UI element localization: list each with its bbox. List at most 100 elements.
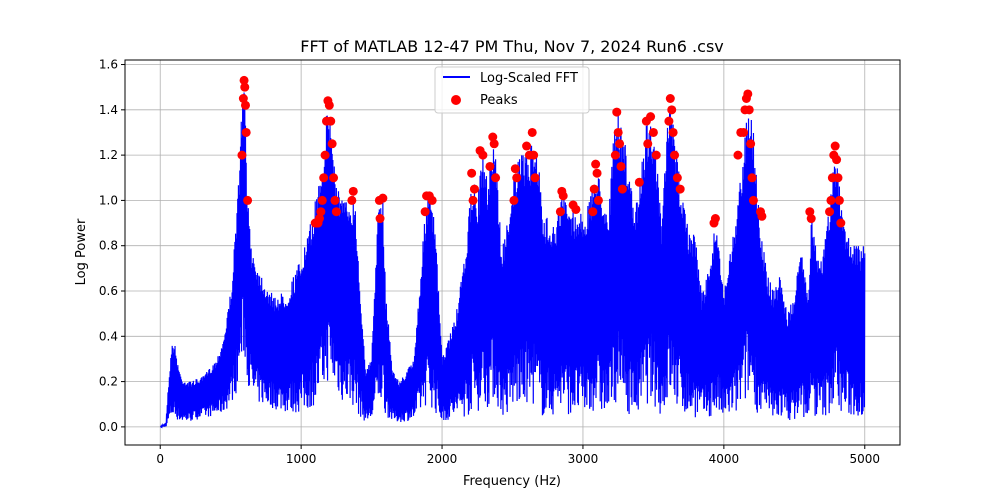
y-tick-label: 0.2 [99, 375, 118, 389]
peak-point [316, 207, 326, 217]
peak-point [617, 184, 627, 194]
peak-point [667, 105, 677, 115]
peak-point [615, 139, 625, 149]
peak-point [237, 150, 247, 160]
peak-point [468, 195, 478, 205]
peak-point [467, 168, 477, 178]
peak-point [664, 116, 674, 126]
legend-box [434, 66, 590, 114]
peak-point [329, 173, 339, 183]
y-tick-label: 1.4 [99, 103, 118, 117]
peak-point [510, 164, 520, 174]
peak-point [588, 207, 598, 217]
legend-peaks-label: Peaks [480, 93, 518, 108]
peak-point [743, 89, 753, 99]
peak-point [746, 139, 756, 149]
peak-point [240, 82, 250, 92]
y-tick-label: 0.8 [99, 239, 118, 253]
peak-point [326, 116, 336, 126]
y-axis-ticks: 0.0 0.2 0.4 0.6 0.8 1.0 1.2 1.4 1.6 [99, 58, 125, 434]
peak-point [375, 214, 385, 224]
peak-point [648, 127, 658, 137]
plot-area-frame [124, 59, 901, 446]
peak-point [320, 150, 330, 160]
peak-point [378, 193, 388, 203]
y-tick-label: 0.4 [99, 329, 118, 343]
peak-point [634, 177, 644, 187]
peak-point [240, 100, 250, 110]
y-tick-label: 1.2 [99, 148, 118, 162]
peak-point [427, 195, 437, 205]
peak-point [317, 195, 327, 205]
peak-point [613, 127, 623, 137]
peak-point [420, 207, 430, 217]
peak-point [589, 184, 599, 194]
legend-peaks-marker [451, 95, 461, 105]
peak-point [347, 195, 357, 205]
y-axis-label: Log Power [74, 218, 89, 285]
peak-point [571, 204, 581, 214]
peak-point [319, 173, 329, 183]
peak-point [239, 75, 249, 85]
peak-point [643, 139, 653, 149]
legend: Log-Scaled FFT Peaks [434, 66, 590, 114]
peak-point [825, 207, 835, 217]
peak-point [243, 195, 253, 205]
legend-fft-label: Log-Scaled FFT [480, 71, 578, 86]
peak-point [832, 155, 842, 165]
peak-point [558, 191, 568, 201]
x-tick-label: 4000 [709, 452, 740, 466]
y-tick-label: 0.0 [99, 420, 118, 434]
peak-point [238, 94, 248, 103]
peak-point [241, 127, 251, 137]
y-tick-label: 0.6 [99, 284, 118, 298]
peak-point [592, 168, 602, 178]
peak-point [529, 150, 539, 160]
y-tick-label: 1.6 [99, 58, 118, 72]
peak-point [834, 195, 844, 205]
peak-point [826, 195, 836, 205]
peak-point [744, 105, 754, 115]
peak-point [830, 141, 840, 151]
peak-point [591, 159, 601, 169]
peak-point [324, 100, 334, 110]
peak-point [310, 218, 320, 228]
peak-point [331, 207, 341, 217]
peak-point [710, 214, 720, 224]
x-tick-label: 0 [156, 452, 164, 466]
peak-point [806, 214, 816, 224]
peak-point [512, 173, 522, 183]
series-peaks [237, 75, 846, 228]
x-axis-label: Frequency (Hz) [463, 474, 561, 489]
peak-point [527, 127, 537, 137]
y-tick-label: 1.0 [99, 193, 118, 207]
peak-point [675, 184, 685, 194]
peak-point [469, 184, 479, 194]
peak-point [748, 195, 758, 205]
peak-point [757, 211, 767, 221]
x-tick-label: 1000 [286, 452, 317, 466]
x-tick-label: 2000 [427, 452, 458, 466]
peak-point [530, 173, 540, 183]
peak-point [733, 150, 743, 160]
peak-point [478, 150, 488, 160]
peak-point [833, 173, 843, 183]
peak-point [668, 127, 678, 137]
peak-point [670, 150, 680, 160]
peak-point [485, 161, 495, 171]
peak-point [593, 195, 603, 205]
peak-point [805, 207, 815, 217]
peak-point [610, 150, 620, 160]
x-axis-ticks: 0 1000 2000 3000 4000 5000 [156, 445, 880, 466]
chart-title: FFT of MATLAB 12-47 PM Thu, Nov 7, 2024 … [300, 37, 724, 56]
peak-point [491, 173, 501, 183]
peak-point [836, 218, 846, 228]
x-tick-label: 5000 [849, 452, 880, 466]
peak-point [739, 127, 749, 137]
peak-point [612, 107, 622, 117]
peak-point [665, 94, 675, 103]
peak-point [330, 195, 340, 205]
peak-point [646, 112, 656, 122]
peak-point [747, 173, 757, 183]
